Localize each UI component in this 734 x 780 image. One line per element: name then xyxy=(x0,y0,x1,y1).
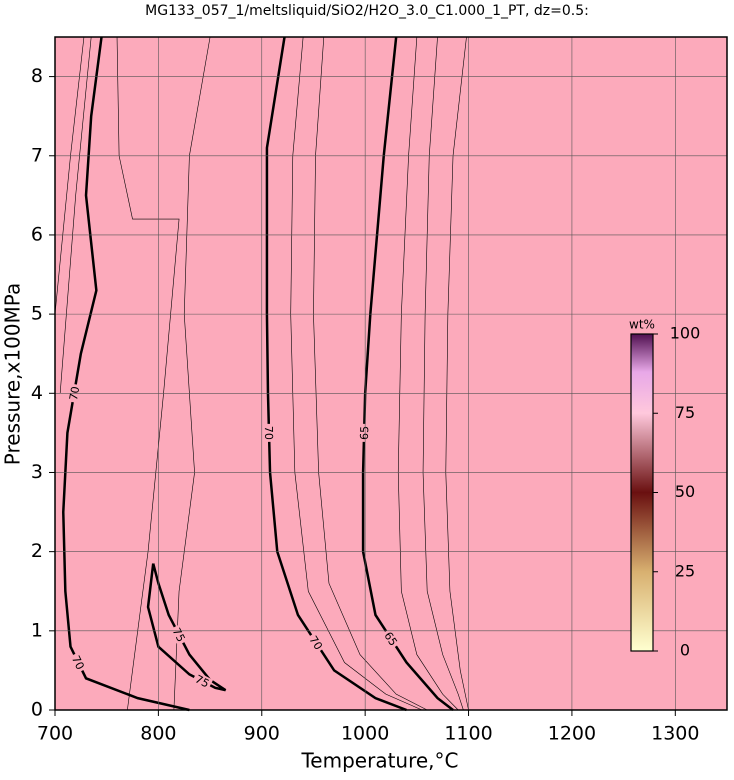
contour-label: 70 xyxy=(306,634,325,653)
x-tick-label: 800 xyxy=(140,723,176,745)
y-tick-label: 2 xyxy=(31,540,43,562)
contour-label-group: 75 xyxy=(169,624,189,646)
contour-label: 75 xyxy=(193,673,211,691)
contour-label-group: 65 xyxy=(381,627,401,650)
contour-label-group: 70 xyxy=(68,651,88,674)
contour-line xyxy=(422,36,464,711)
y-tick-label: 4 xyxy=(31,382,43,404)
y-tick-label: 3 xyxy=(31,461,43,483)
colorbar-tick-label: 25 xyxy=(675,561,695,580)
plot-background xyxy=(55,37,727,710)
contour-label: 70 xyxy=(69,654,87,672)
contour-label: 65 xyxy=(381,630,400,649)
x-axis-label: Temperature,°C xyxy=(300,749,458,773)
contour-line xyxy=(313,36,428,711)
contour-label-bg xyxy=(306,631,326,654)
contour-label-bg xyxy=(169,624,189,646)
contour-label-group: 70 xyxy=(262,423,276,443)
y-tick-label: 6 xyxy=(31,223,43,245)
chart-title: MG133_057_1/meltsliquid/SiO2/H2O_3.0_C1.… xyxy=(145,3,589,19)
colorbar-tick-label: 100 xyxy=(670,324,701,343)
contour-label: 65 xyxy=(358,426,371,440)
x-tick-label: 1300 xyxy=(651,723,699,745)
contour-label-bg xyxy=(357,423,371,443)
contour-label-group: 75 xyxy=(191,671,214,691)
y-tick-label: 1 xyxy=(31,619,43,641)
x-tick-label: 1000 xyxy=(341,723,389,745)
contour-line xyxy=(146,563,227,692)
contour-line xyxy=(59,36,92,394)
plot-frame xyxy=(54,36,728,711)
colorbar-label: wt% xyxy=(629,318,655,332)
contour-label: 70 xyxy=(262,426,275,440)
y-tick-label: 0 xyxy=(31,699,43,721)
colorbar-tick-label: 50 xyxy=(675,482,695,501)
x-tick-label: 900 xyxy=(244,723,280,745)
y-tick-label: 5 xyxy=(31,303,43,325)
contour-label-group: 65 xyxy=(357,423,371,443)
x-tick-label: 1100 xyxy=(444,723,492,745)
colorbar-tick-label: 75 xyxy=(675,403,695,422)
y-tick-label: 7 xyxy=(31,144,43,166)
contour-label-bg xyxy=(381,627,401,650)
contour-label-bg xyxy=(191,671,214,691)
contour-label-bg xyxy=(262,423,276,443)
x-tick-label: 1200 xyxy=(548,723,596,745)
contour-label-group: 70 xyxy=(306,631,326,654)
contour-line xyxy=(290,36,423,711)
colorbar xyxy=(630,333,654,652)
y-tick-label: 8 xyxy=(31,65,43,87)
contour-label-bg xyxy=(68,651,88,674)
x-tick-label: 700 xyxy=(37,723,73,745)
y-axis-label: Pressure,x100MPa xyxy=(1,283,25,465)
contour-label: 75 xyxy=(170,626,188,644)
colorbar-tick-label: 0 xyxy=(680,641,690,660)
contour-line xyxy=(397,36,459,711)
contour-line xyxy=(265,36,407,712)
